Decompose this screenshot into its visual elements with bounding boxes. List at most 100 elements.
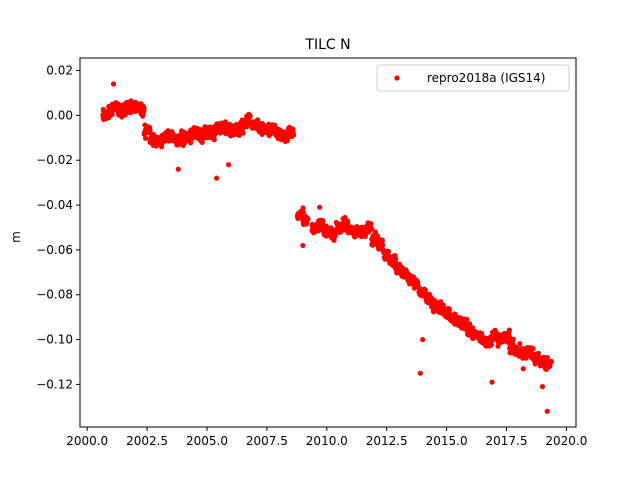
outlier-point [420, 336, 426, 343]
data-point [300, 205, 306, 211]
data-point [331, 235, 337, 241]
data-point [141, 131, 147, 137]
data-point [423, 294, 429, 300]
y-tick-label: −0.12 [36, 377, 73, 391]
x-tick-label: 2005.0 [186, 434, 228, 448]
data-point [161, 132, 168, 138]
data-point [392, 253, 398, 259]
outlier-point [225, 162, 232, 168]
data-point [495, 335, 502, 341]
outlier-point [213, 175, 220, 181]
data-point [139, 107, 145, 113]
data-point [165, 138, 172, 144]
legend-label: repro2018a (IGS14) [427, 71, 545, 85]
data-point [437, 307, 443, 313]
data-point [454, 319, 460, 325]
data-point [191, 125, 197, 131]
data-point [199, 139, 205, 145]
data-point [226, 127, 232, 133]
data-point [422, 287, 428, 293]
data-point [197, 127, 203, 133]
data-point [430, 302, 436, 309]
x-tick-label: 2017.5 [486, 434, 528, 448]
data-point [502, 337, 508, 343]
data-point [244, 113, 250, 119]
data-point [376, 242, 382, 248]
y-tick-label: −0.04 [36, 198, 73, 212]
data-point [172, 135, 178, 142]
y-tick-label: 0.02 [46, 64, 73, 78]
data-point [510, 336, 516, 342]
legend-marker [394, 75, 400, 81]
y-tick-label: 0.00 [46, 108, 73, 122]
outlier-point [175, 166, 181, 172]
data-point [321, 225, 327, 232]
data-point [467, 326, 473, 332]
data-point [345, 223, 351, 230]
data-point [304, 215, 310, 221]
y-tick-label: −0.10 [36, 333, 73, 347]
data-point [315, 221, 322, 227]
data-point [507, 350, 513, 356]
data-point [176, 140, 182, 147]
plot-frame [79, 57, 577, 428]
outlier-point [300, 242, 306, 249]
data-point [250, 123, 256, 130]
data-point [142, 135, 149, 141]
data-point [184, 134, 190, 141]
data-point [368, 221, 374, 227]
data-point [401, 274, 407, 280]
data-point [106, 115, 112, 121]
y-tick-label: −0.02 [36, 153, 73, 167]
outlier-point [544, 408, 550, 414]
data-point [145, 127, 151, 133]
data-point [357, 225, 363, 231]
data-point [106, 103, 112, 110]
data-point [353, 232, 359, 238]
outlier-point [417, 370, 423, 376]
data-point [147, 139, 153, 146]
data-point [484, 336, 490, 342]
outlier-point [110, 81, 117, 87]
data-point [376, 236, 382, 242]
data-point [400, 265, 406, 271]
x-tick-label: 2015.0 [426, 434, 468, 448]
data-point [394, 270, 400, 276]
data-point [321, 229, 327, 236]
x-tick-label: 2012.5 [366, 434, 408, 448]
data-point [464, 316, 470, 323]
x-tick-label: 2007.5 [246, 434, 288, 448]
data-point [389, 261, 395, 267]
data-point [431, 298, 437, 304]
data-point [508, 342, 514, 348]
data-point [459, 321, 465, 327]
data-point [438, 298, 444, 305]
data-point [202, 134, 208, 141]
y-axis-label: m [9, 231, 23, 243]
data-point [372, 229, 378, 235]
data-point [363, 228, 369, 234]
data-point [543, 366, 550, 372]
data-point [131, 100, 137, 106]
data-point [391, 257, 397, 263]
data-point [153, 143, 159, 149]
x-tick-label: 2010.0 [306, 434, 348, 448]
data-point [240, 130, 246, 136]
x-tick-label: 2020.0 [545, 434, 587, 448]
outlier-point [520, 366, 526, 372]
data-point [535, 350, 542, 356]
data-point [363, 223, 369, 230]
data-point [502, 333, 508, 339]
legend-box [376, 64, 570, 92]
data-point [387, 257, 393, 263]
data-point [521, 350, 527, 357]
data-point [506, 330, 512, 336]
data-point [154, 138, 160, 144]
data-point [227, 132, 233, 138]
data-point [491, 329, 497, 335]
data-point [538, 358, 545, 364]
data-point [447, 310, 453, 316]
data-point [255, 127, 262, 133]
data-point [418, 291, 425, 297]
